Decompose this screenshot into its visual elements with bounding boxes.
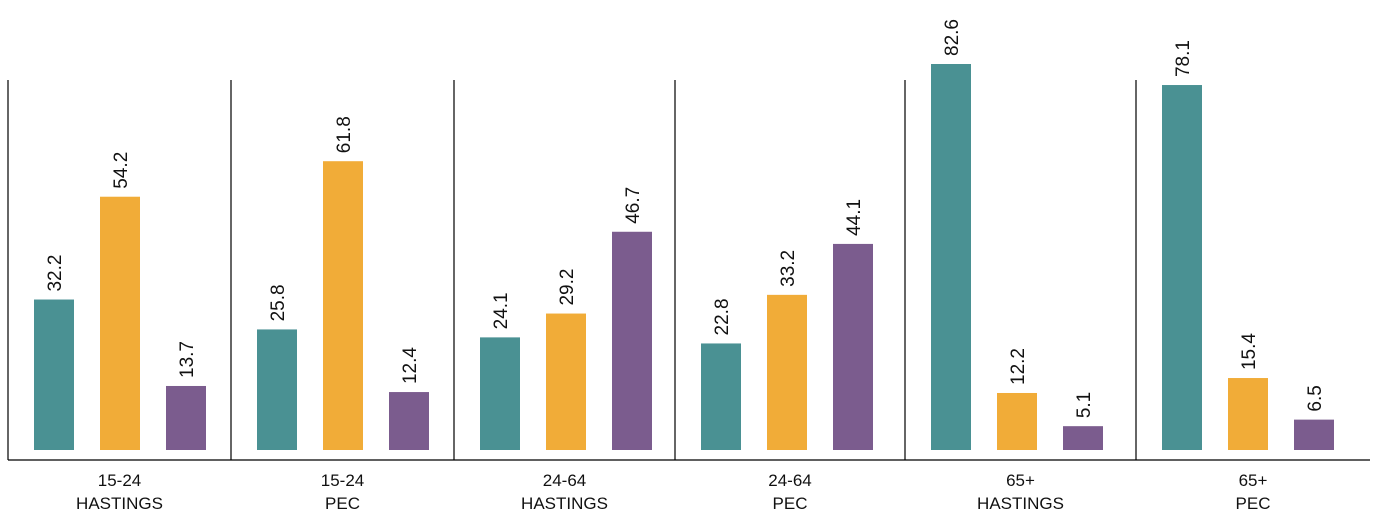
- bar-value-label: 15.4: [1239, 333, 1260, 370]
- category-region-label: PEC: [325, 494, 360, 513]
- bar-value-label: 12.4: [400, 347, 421, 384]
- bar-value-label: 29.2: [557, 269, 578, 306]
- bar: [166, 385, 206, 450]
- bar-value-label: 24.1: [491, 292, 512, 329]
- bar-value-label: 5.1: [1074, 392, 1095, 418]
- category-label: 15-24 PEC: [321, 471, 364, 513]
- bar-value-label: 78.1: [1173, 40, 1194, 77]
- bar: [1228, 378, 1268, 450]
- bar: [701, 343, 741, 450]
- category-label: 65+ PEC: [1236, 471, 1271, 513]
- category-label: 24-64 PEC: [768, 471, 811, 513]
- bar-value-label: 44.1: [844, 199, 865, 236]
- category-region-label: PEC: [1236, 494, 1271, 513]
- bar: [1162, 85, 1202, 450]
- bar-value-label: 33.2: [778, 250, 799, 287]
- bar: [389, 392, 429, 450]
- category-region-label: HASTINGS: [76, 494, 163, 513]
- bar: [997, 392, 1037, 450]
- bar-value-label: 61.8: [334, 116, 355, 153]
- bar-value-label: 13.7: [177, 341, 198, 378]
- bar: [257, 329, 297, 450]
- category-age-label: 65+: [1006, 471, 1035, 490]
- bar: [546, 313, 586, 450]
- category-region-label: HASTINGS: [521, 494, 608, 513]
- bar: [100, 196, 140, 450]
- category-region-label: PEC: [773, 494, 808, 513]
- bar: [767, 294, 807, 450]
- bar: [480, 337, 520, 450]
- category-label: 24-64 HASTINGS: [521, 471, 608, 513]
- bar: [612, 231, 652, 450]
- bar-value-label: 54.2: [111, 152, 132, 189]
- bar-value-label: 32.2: [45, 255, 66, 292]
- category-region-label: HASTINGS: [977, 494, 1064, 513]
- category-label: 15-24 HASTINGS: [76, 471, 163, 513]
- bar: [34, 299, 74, 450]
- bar: [1294, 419, 1334, 450]
- bar: [833, 243, 873, 450]
- category-age-label: 15-24: [321, 471, 364, 490]
- bar-value-label: 46.7: [623, 187, 644, 224]
- bar-value-label: 25.8: [268, 284, 289, 321]
- bar-value-label: 6.5: [1305, 385, 1326, 411]
- category-age-label: 24-64: [768, 471, 811, 490]
- bar: [931, 64, 971, 450]
- category-age-label: 24-64: [543, 471, 586, 490]
- category-label: 65+ HASTINGS: [977, 471, 1064, 513]
- bar-value-label: 82.6: [942, 19, 963, 56]
- bar: [1063, 426, 1103, 450]
- category-age-label: 65+: [1239, 471, 1268, 490]
- category-age-label: 15-24: [98, 471, 141, 490]
- bar-value-label: 22.8: [712, 298, 733, 335]
- bar: [323, 161, 363, 450]
- bar-value-label: 12.2: [1008, 348, 1029, 385]
